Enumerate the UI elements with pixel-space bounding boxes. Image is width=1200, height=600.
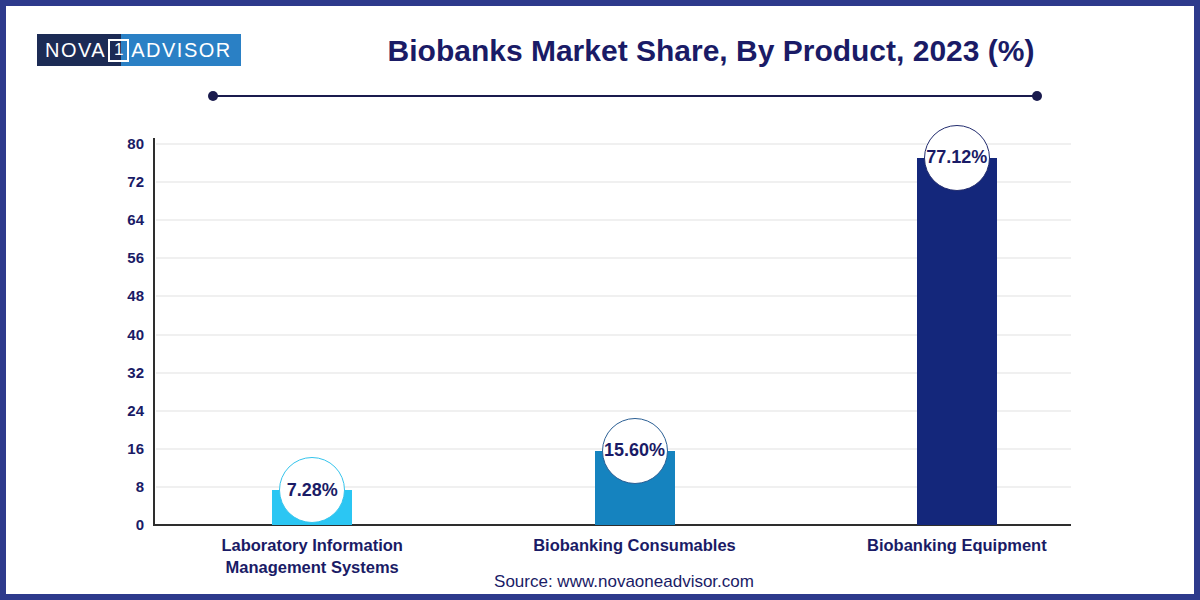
bar: [917, 158, 997, 525]
y-tick-label: 8: [96, 478, 144, 495]
y-tick-label: 56: [96, 249, 144, 266]
y-tick-label: 72: [96, 173, 144, 190]
x-axis-label: Biobanking Equipment: [817, 534, 1097, 556]
y-tick-label: 48: [96, 287, 144, 304]
source-text: Source: www.novaoneadvisor.com: [424, 572, 824, 592]
y-tick-label: 80: [96, 135, 144, 152]
bar-chart: 081624324048566472807.28%Laboratory Info…: [6, 6, 1194, 594]
y-tick-label: 40: [96, 326, 144, 343]
value-marker: 77.12%: [924, 125, 990, 191]
y-tick-label: 64: [96, 211, 144, 228]
page-frame: NOVA 1 ADVISOR Biobanks Market Share, By…: [0, 0, 1200, 600]
y-axis-line: [153, 138, 155, 525]
y-tick-label: 0: [96, 516, 144, 533]
y-tick-label: 16: [96, 440, 144, 457]
value-marker: 15.60%: [602, 418, 668, 484]
y-tick-label: 32: [96, 364, 144, 381]
y-tick-label: 24: [96, 402, 144, 419]
x-axis-label: Laboratory Information Management System…: [172, 534, 452, 579]
x-axis-label: Biobanking Consumables: [495, 534, 775, 556]
